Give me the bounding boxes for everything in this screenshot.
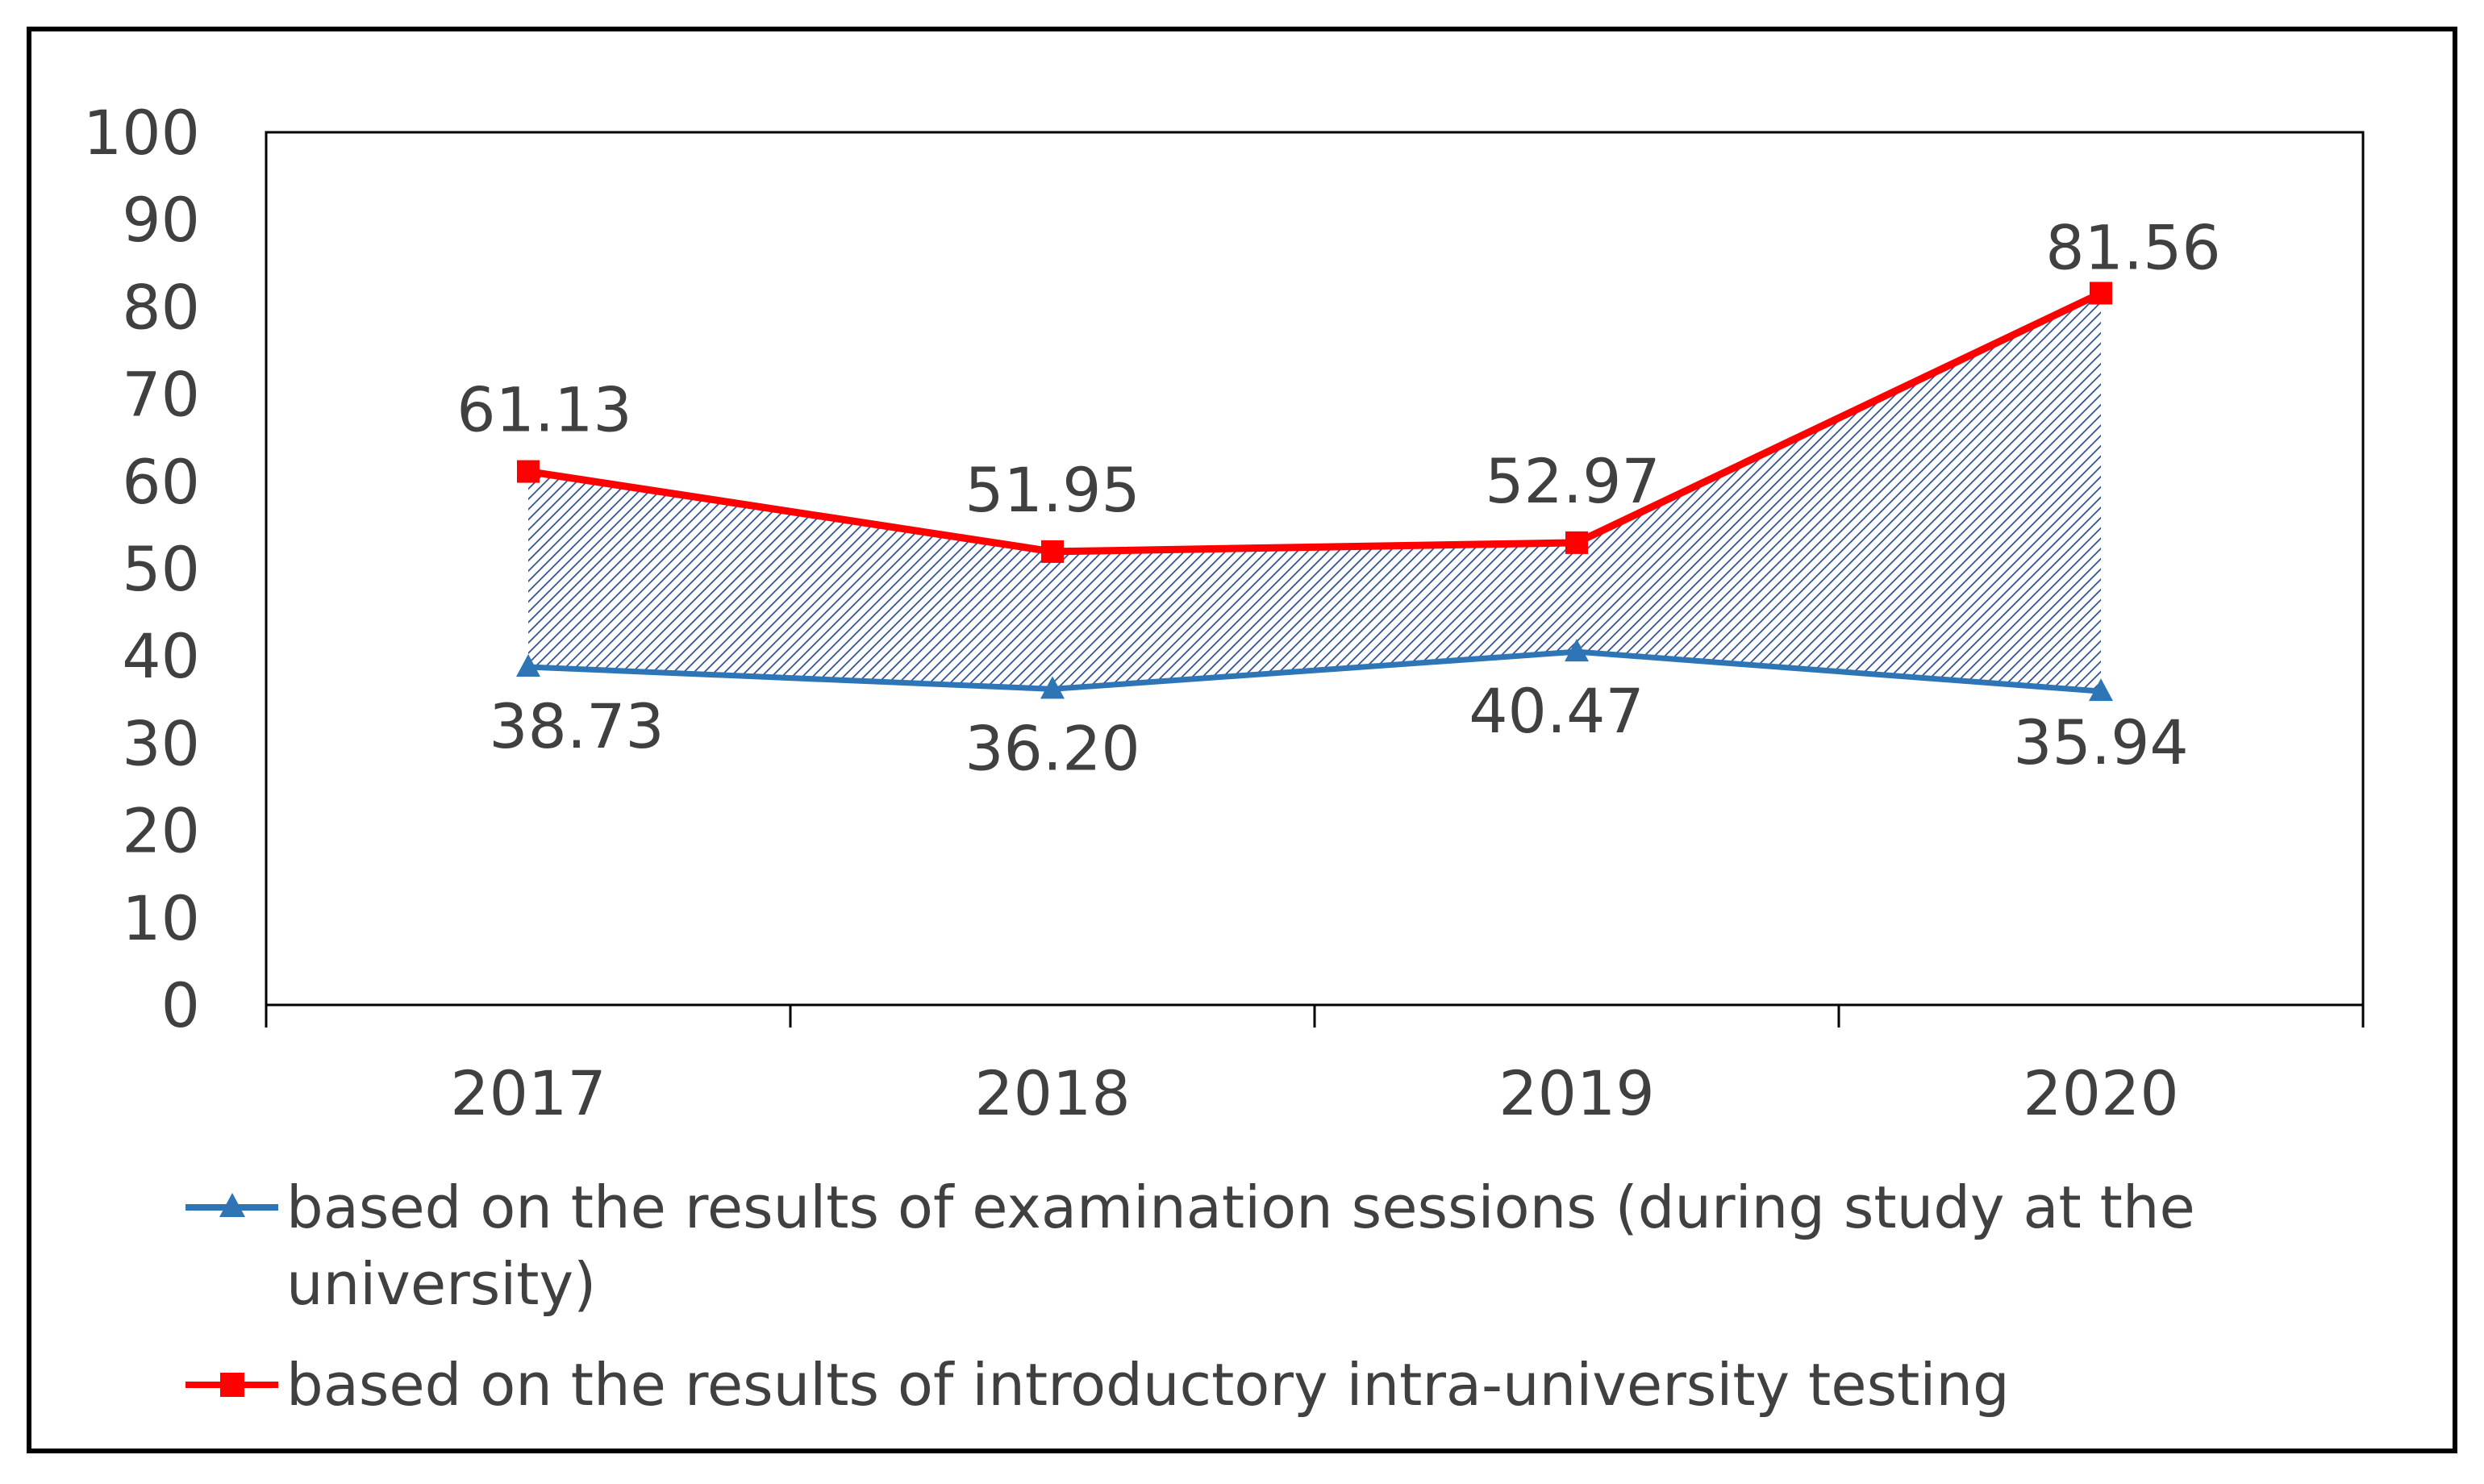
legend-marker xyxy=(220,1373,244,1397)
legend-label: based on the results of examination sess… xyxy=(286,1173,2195,1241)
data-label: 40.47 xyxy=(1469,675,1644,747)
data-point-marker xyxy=(1565,639,1589,662)
data-point-marker xyxy=(1041,540,1064,563)
y-tick-label: 80 xyxy=(122,271,200,343)
x-tick-label: 2020 xyxy=(2023,1057,2178,1129)
y-tick-label: 40 xyxy=(122,620,200,692)
data-label: 61.13 xyxy=(456,374,632,446)
series-line-2 xyxy=(527,290,2103,556)
y-tick-label: 60 xyxy=(122,446,200,518)
data-label: 81.56 xyxy=(2045,212,2221,284)
data-label: 38.73 xyxy=(489,690,665,762)
y-tick-label: 90 xyxy=(122,184,200,256)
data-point-marker xyxy=(2089,678,2113,702)
data-label: 35.94 xyxy=(2013,707,2189,778)
data-point-marker xyxy=(2090,281,2112,305)
y-tick-label: 30 xyxy=(122,707,200,779)
shaded-region xyxy=(528,293,2101,692)
x-tick-label: 2018 xyxy=(974,1057,1130,1129)
legend-label: university) xyxy=(286,1250,596,1318)
y-tick-label: 10 xyxy=(122,882,200,954)
data-label: 51.95 xyxy=(965,454,1140,526)
data-point-marker xyxy=(517,460,540,483)
series-line-1 xyxy=(527,648,2102,694)
x-tick-label: 2017 xyxy=(450,1057,606,1129)
outer-frame xyxy=(27,27,2457,1453)
data-point-marker xyxy=(1565,531,1588,554)
y-tick-label: 70 xyxy=(122,359,200,431)
legend-label: based on the results of introductory int… xyxy=(286,1351,2010,1419)
data-label: 36.20 xyxy=(965,712,1140,784)
y-tick-label: 0 xyxy=(161,969,200,1041)
data-point-marker xyxy=(1040,676,1065,699)
data-label: 52.97 xyxy=(1485,445,1661,517)
y-tick-label: 100 xyxy=(83,97,200,169)
y-tick-label: 50 xyxy=(122,533,200,605)
x-tick-label: 2019 xyxy=(1498,1057,1654,1129)
y-tick-label: 20 xyxy=(122,795,200,867)
data-point-marker xyxy=(516,653,540,677)
legend-marker xyxy=(219,1193,245,1217)
